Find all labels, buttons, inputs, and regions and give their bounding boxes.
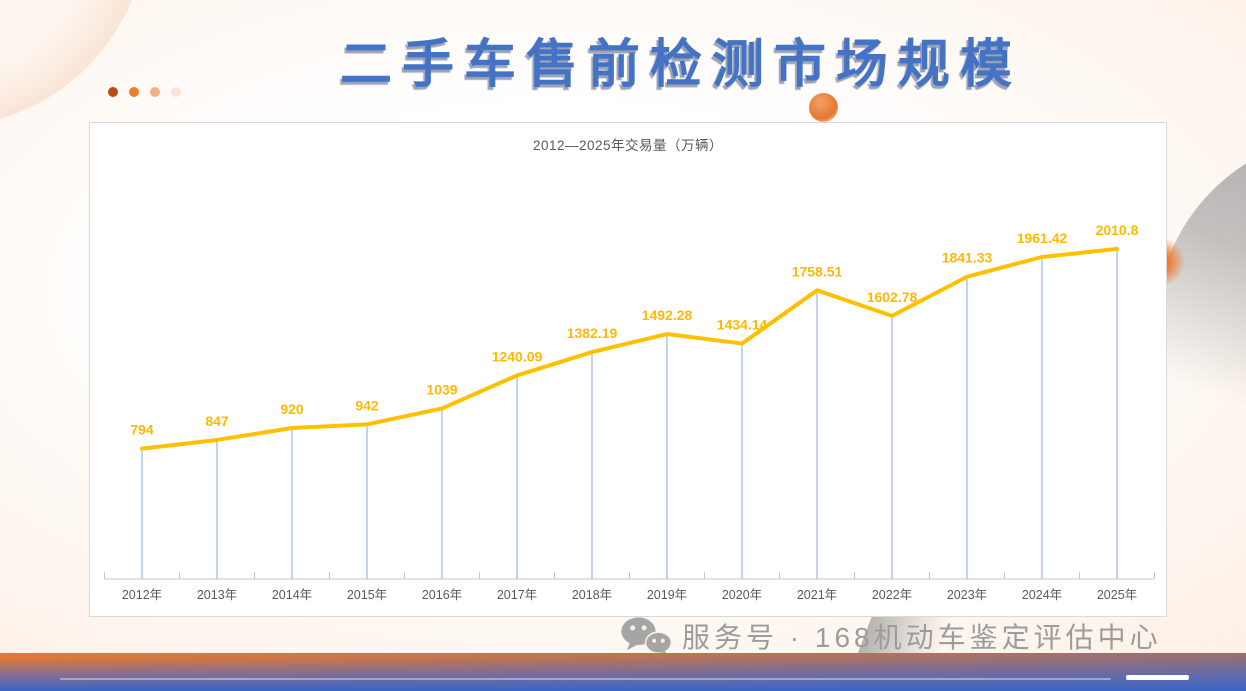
slide-title: 二手车售前检测市场规模 — [340, 34, 1023, 95]
svg-text:2023年: 2023年 — [947, 588, 987, 602]
svg-text:2019年: 2019年 — [647, 588, 687, 602]
svg-text:2021年: 2021年 — [797, 588, 837, 602]
bottom-bar — [0, 653, 1246, 691]
svg-text:942: 942 — [355, 397, 379, 413]
svg-text:1841.33: 1841.33 — [942, 250, 993, 266]
svg-text:2014年: 2014年 — [272, 588, 312, 602]
svg-text:2025年: 2025年 — [1097, 588, 1137, 602]
dot-icon — [150, 87, 160, 97]
svg-text:2022年: 2022年 — [872, 588, 912, 602]
orange-ball-decoration — [809, 93, 838, 122]
line-chart: 794 847 920 942 1039 1240.09 1382.19 1492.28 143… — [104, 222, 1155, 602]
gray-ball-decoration — [1155, 133, 1246, 525]
svg-text:920: 920 — [280, 401, 304, 417]
svg-text:2012年: 2012年 — [122, 588, 162, 602]
dot-icon — [171, 87, 181, 97]
svg-text:2013年: 2013年 — [197, 588, 237, 602]
bar-thin-line — [60, 678, 1111, 680]
chart-title: 2012—2025年交易量（万辆） — [532, 138, 724, 153]
bar-white-dash — [1126, 675, 1189, 680]
svg-text:1434.14: 1434.14 — [717, 317, 768, 333]
svg-text:1492.28: 1492.28 — [642, 307, 693, 323]
svg-text:2010.8: 2010.8 — [1096, 222, 1139, 238]
svg-text:2016年: 2016年 — [422, 588, 462, 602]
svg-text:2018年: 2018年 — [572, 588, 612, 602]
svg-text:847: 847 — [205, 413, 229, 429]
corner-circle-decoration — [0, 0, 148, 128]
chart-panel: 2012—2025年交易量（万辆） 794 847 920 942 1039 1240.0… — [89, 122, 1167, 617]
dots-decoration — [108, 87, 181, 97]
dot-icon — [108, 87, 118, 97]
dot-icon — [129, 87, 139, 97]
svg-text:2020年: 2020年 — [722, 588, 762, 602]
svg-text:794: 794 — [130, 422, 154, 438]
svg-text:1039: 1039 — [426, 381, 457, 397]
svg-text:1758.51: 1758.51 — [792, 263, 843, 279]
svg-text:2017年: 2017年 — [497, 588, 537, 602]
svg-text:1240.09: 1240.09 — [492, 348, 543, 364]
svg-text:1602.78: 1602.78 — [867, 289, 918, 305]
wechat-icon — [621, 617, 673, 656]
footer: 服务号 · 168机动车鉴定评估中心 — [618, 616, 1162, 656]
svg-text:2024年: 2024年 — [1022, 588, 1062, 602]
svg-text:1382.19: 1382.19 — [567, 325, 618, 341]
svg-text:2015年: 2015年 — [347, 588, 387, 602]
svg-text:1961.42: 1961.42 — [1017, 230, 1068, 246]
footer-label: 服务号 · 168机动车鉴定评估中心 — [682, 622, 1162, 653]
